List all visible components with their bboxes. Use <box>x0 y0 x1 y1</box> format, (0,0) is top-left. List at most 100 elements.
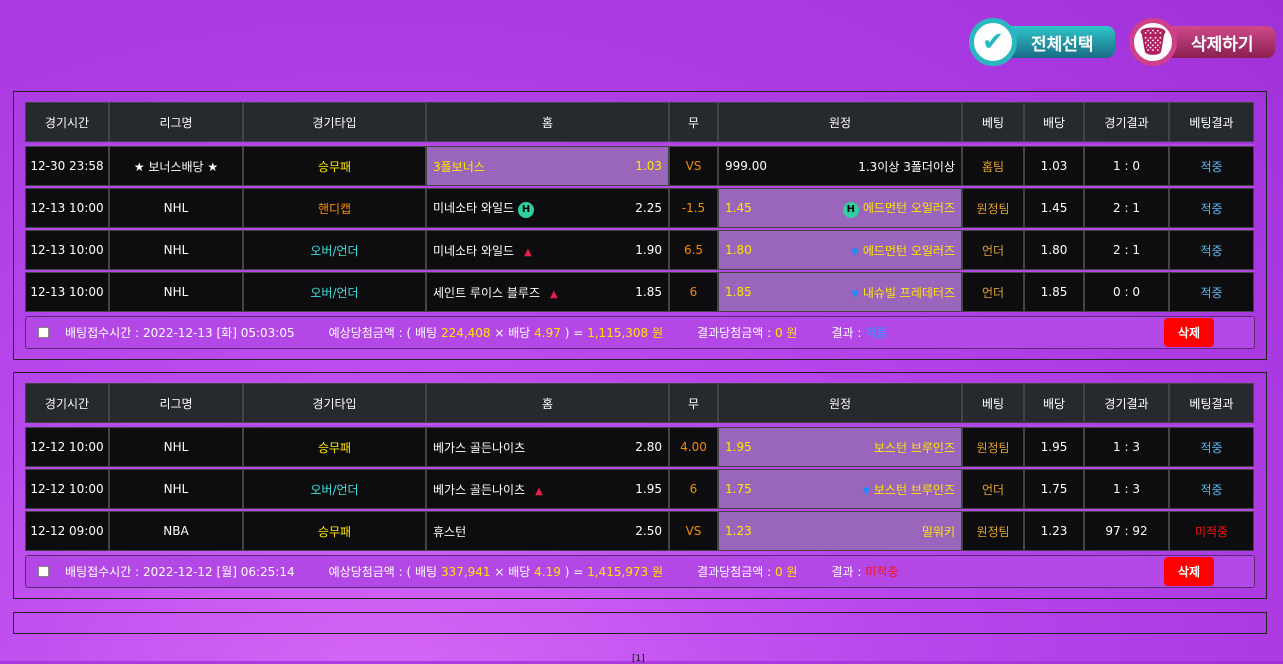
stake-amount: 337,941 <box>440 564 491 579</box>
game-time: 12-12 09:00 <box>25 511 109 551</box>
home-team: 베가스 골든나이츠 <box>433 482 526 497</box>
pagination[interactable]: [1] <box>632 654 645 664</box>
home-pick[interactable]: 세인트 루이스 블루즈 ▲ 1.85 <box>426 272 669 312</box>
accept-time-label: 배팅접수시간 : <box>65 565 140 579</box>
column-header: 배당 <box>1024 102 1084 142</box>
bet-choice: 언더 <box>962 469 1024 509</box>
over-up-icon: ▲ <box>550 288 558 300</box>
bet-result: 적중 <box>1169 188 1254 228</box>
bet-slip: 경기시간 리그명 경기타입 홈 무 원정 베팅 배당 경기결과 베팅결과 12-30 23:58 … <box>13 91 1267 360</box>
draw-value: VS <box>669 511 718 551</box>
table-header: 경기시간 리그명 경기타입 홈 무 원정 베팅 배당 경기결과 베팅결과 <box>25 102 1255 144</box>
home-pick[interactable]: 미네소타 와일드 ▲ 1.90 <box>426 230 669 270</box>
column-header: 무 <box>669 383 718 423</box>
away-odds: 1.80 <box>725 243 752 257</box>
home-pick[interactable]: 휴스턴 2.50 <box>426 511 669 551</box>
draw-value: 6.5 <box>669 230 718 270</box>
bet-choice: 언더 <box>962 272 1024 312</box>
bet-result: 적중 <box>1169 230 1254 270</box>
expected-label: 예상당첨금액 : ( 배팅 <box>328 326 438 340</box>
under-down-icon: ▼ <box>862 485 870 497</box>
slip-result: 적중 <box>865 326 888 340</box>
league: ★ 보너스배당 ★ <box>109 146 243 186</box>
times-label: × 배당 <box>494 565 531 579</box>
table-header: 경기시간 리그명 경기타입 홈 무 원정 베팅 배당 경기결과 베팅결과 <box>25 383 1255 425</box>
accept-time: 2022-12-13 [화] 05:03:05 <box>142 326 295 340</box>
slip-checkbox[interactable] <box>38 327 49 338</box>
bet-odds: 1.85 <box>1024 272 1084 312</box>
draw-value: 6 <box>669 272 718 312</box>
delete-slip-button[interactable]: 삭제 <box>1163 557 1214 586</box>
bet-choice: 원정팀 <box>962 511 1024 551</box>
column-header: 경기결과 <box>1084 383 1169 423</box>
column-header: 원정 <box>718 383 962 423</box>
times-label: × 배당 <box>494 326 531 340</box>
away-team: 보스턴 브루인즈 <box>873 440 955 455</box>
away-pick[interactable]: 999.00 1.3이상 3폴더이상 <box>718 146 962 186</box>
empty-panel <box>13 612 1267 634</box>
away-pick[interactable]: 1.80 ▼ 에드먼턴 오일러즈 <box>718 230 962 270</box>
bet-choice: 원정팀 <box>962 427 1024 467</box>
home-pick[interactable]: 베가스 골든나이츠 2.80 <box>426 427 669 467</box>
game-type: 오버/언더 <box>243 272 426 312</box>
away-odds: 1.95 <box>725 440 752 454</box>
over-up-icon: ▲ <box>524 246 532 258</box>
away-pick[interactable]: 1.95 보스턴 브루인즈 <box>718 427 962 467</box>
table-row: 12-13 10:00 NHL 핸디캡 미네소타 와일드 H 2.25 -1.5 1… <box>25 186 1255 228</box>
slip-checkbox[interactable] <box>38 566 49 577</box>
home-team: 휴스턴 <box>433 524 467 539</box>
home-pick[interactable]: 베가스 골든나이츠 ▲ 1.95 <box>426 469 669 509</box>
home-odds: 2.80 <box>635 440 662 454</box>
home-pick[interactable]: 3폴보너스 1.03 <box>426 146 669 186</box>
equals-label: ) = <box>564 564 584 579</box>
result-label: 결과 : <box>831 326 862 340</box>
away-pick[interactable]: 1.85 ▼ 내슈빌 프레데터즈 <box>718 272 962 312</box>
delete-slip-button[interactable]: 삭제 <box>1163 318 1214 347</box>
delete-label: 삭제하기 <box>1165 26 1275 58</box>
away-odds: 1.23 <box>725 524 752 538</box>
game-score: 1 : 3 <box>1084 427 1169 467</box>
column-header: 경기결과 <box>1084 102 1169 142</box>
bet-choice: 홈팀 <box>962 146 1024 186</box>
slip-footer: 배팅접수시간 : 2022-12-13 [화] 05:03:05 예상당첨금액 … <box>25 316 1255 349</box>
home-team: 베가스 골든나이츠 <box>433 440 526 455</box>
table-row: 12-12 10:00 NHL 오버/언더 베가스 골든나이츠 ▲ 1.95 6 1… <box>25 467 1255 509</box>
away-odds: 1.75 <box>725 482 752 496</box>
column-header: 베팅결과 <box>1169 102 1254 142</box>
game-score: 1 : 3 <box>1084 469 1169 509</box>
away-pick[interactable]: 1.45 H 에드먼턴 오일러즈 <box>718 188 962 228</box>
game-score: 0 : 0 <box>1084 272 1169 312</box>
column-header: 경기타입 <box>243 102 426 142</box>
column-header: 베팅 <box>962 102 1024 142</box>
game-type: 승무패 <box>243 427 426 467</box>
home-team: 미네소타 와일드 <box>433 243 515 258</box>
expected-amount: 1,115,308 원 <box>587 326 664 340</box>
expected-label: 예상당첨금액 : ( 배팅 <box>328 565 438 579</box>
column-header: 경기시간 <box>25 383 109 423</box>
game-score: 2 : 1 <box>1084 230 1169 270</box>
home-odds: 1.85 <box>635 285 662 299</box>
delete-selected-button[interactable]: 🗑 삭제하기 <box>1129 18 1275 66</box>
away-pick[interactable]: 1.75 ▼ 보스턴 브루인즈 <box>718 469 962 509</box>
over-up-icon: ▲ <box>535 485 543 497</box>
table-row: 12-13 10:00 NHL 오버/언더 미네소타 와일드 ▲ 1.90 6.5 … <box>25 228 1255 270</box>
game-score: 97 : 92 <box>1084 511 1169 551</box>
table-row: 12-12 10:00 NHL 승무패 베가스 골든나이츠 2.80 4.00 1… <box>25 425 1255 467</box>
home-team: 미네소타 와일드 <box>433 200 515 215</box>
game-time: 12-30 23:58 <box>25 146 109 186</box>
away-pick[interactable]: 1.23 밀워키 <box>718 511 962 551</box>
won-label: 결과당첨금액 : <box>697 565 772 579</box>
bet-result: 적중 <box>1169 469 1254 509</box>
game-time: 12-12 10:00 <box>25 469 109 509</box>
bet-odds: 1.45 <box>1024 188 1084 228</box>
select-all-button[interactable]: ✔ 전체선택 <box>969 18 1115 66</box>
home-odds: 2.50 <box>635 524 662 538</box>
game-type: 핸디캡 <box>243 188 426 228</box>
column-header: 베팅결과 <box>1169 383 1254 423</box>
home-pick[interactable]: 미네소타 와일드 H 2.25 <box>426 188 669 228</box>
away-odds: 999.00 <box>725 159 767 173</box>
home-team: 세인트 루이스 블루즈 <box>433 285 540 300</box>
league: NHL <box>109 469 243 509</box>
handicap-h-icon: H <box>518 201 535 218</box>
bet-odds: 1.23 <box>1024 511 1084 551</box>
